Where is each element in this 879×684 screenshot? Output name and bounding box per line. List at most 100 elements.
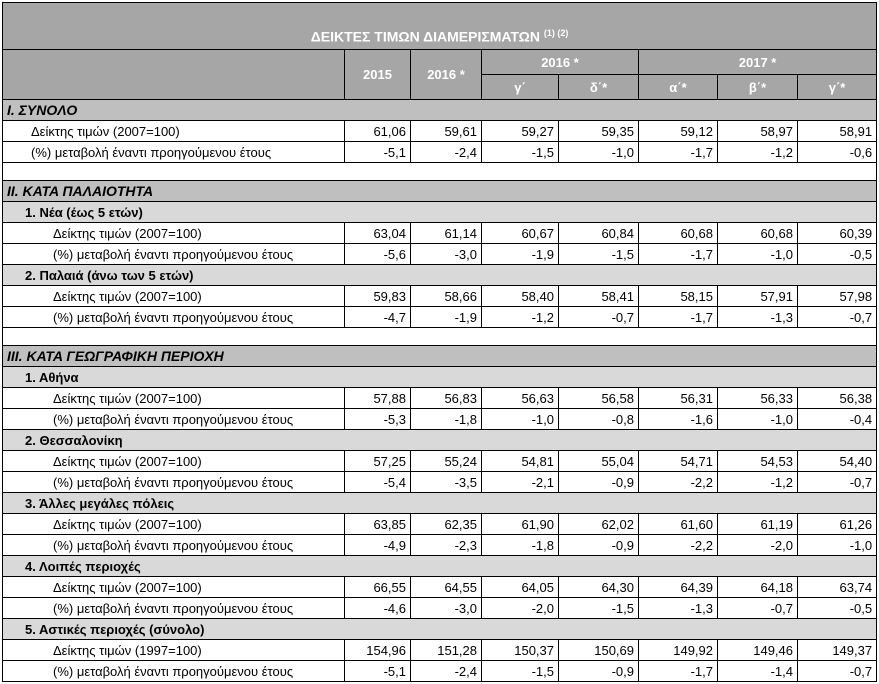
subsection-row: 1. Αθήνα	[1, 366, 878, 388]
year-header: 2015	[344, 49, 411, 100]
quarter-header: γ΄	[481, 74, 559, 100]
value-cell: -1,0	[796, 534, 878, 556]
row-label: Δείκτης τιμών (2007=100)	[2, 222, 345, 244]
data-row: Δείκτης τιμών (2007=100) 57,88 56,83 56,63 5…	[2, 387, 878, 409]
group-header: 2017 *	[637, 49, 878, 75]
value-cell: -0,8	[558, 408, 639, 430]
value-cell: -0,4	[796, 408, 878, 430]
data-row: Δείκτης τιμών (2007=100) 66,55 64,55 64,05 6…	[2, 576, 878, 598]
spacer	[1, 327, 878, 346]
value-cell: -1,5	[481, 660, 559, 682]
value-cell: 58,15	[638, 285, 718, 307]
value-cell: -0,5	[796, 243, 878, 265]
value-cell: -1,7	[638, 243, 718, 265]
value-cell: -4,9	[344, 534, 411, 556]
header-corner	[2, 49, 345, 100]
value-cell: 61,06	[344, 120, 411, 142]
subsection-title: 2. Παλαιά (άνω των 5 ετών)	[1, 264, 878, 286]
value-cell: 58,41	[558, 285, 639, 307]
value-cell: -2,4	[410, 141, 482, 163]
value-cell: 66,55	[344, 576, 411, 598]
value-cell: -0,9	[558, 534, 639, 556]
value-cell: -5,6	[344, 243, 411, 265]
subsection-row: 2. Θεσσαλονίκη	[1, 429, 878, 451]
section-title: I. ΣΥΝΟΛΟ	[1, 99, 878, 121]
quarter-header: α΄*	[638, 74, 718, 100]
value-cell: -5,1	[344, 141, 411, 163]
title: ΔΕΙΚΤΕΣ ΤΙΜΩΝ ΔΙΑΜΕΡΙΣΜΑΤΩΝ	[310, 29, 541, 45]
value-cell: -1,7	[638, 660, 718, 682]
value-cell: -1,5	[558, 243, 639, 265]
quarter-header: δ΄*	[558, 74, 639, 100]
row-label: (%) μεταβολή έναντι προηγούμενου έτους	[2, 597, 345, 619]
value-cell: 149,46	[717, 639, 798, 661]
data-row: Δείκτης τιμών (2007=100) 61,06 59,61 59,27 5…	[2, 120, 878, 142]
subsection-title: 1. Αθήνα	[1, 366, 878, 388]
value-cell: 64,05	[481, 576, 559, 598]
row-label: Δείκτης τιμών (2007=100)	[2, 120, 345, 142]
value-cell: 56,38	[796, 387, 878, 409]
subsection-row: 2. Παλαιά (άνω των 5 ετών)	[1, 264, 878, 286]
value-cell: 58,40	[481, 285, 559, 307]
value-cell: -4,6	[344, 597, 411, 619]
value-cell: 55,04	[558, 450, 639, 472]
value-cell: -1,0	[558, 141, 639, 163]
value-cell: 150,69	[558, 639, 639, 661]
row-label: Δείκτης τιμών (2007=100)	[2, 513, 345, 535]
subsection-title: 1. Νέα (έως 5 ετών)	[1, 201, 878, 223]
data-row: (%) μεταβολή έναντι προηγούμενου έτους -5…	[2, 471, 878, 493]
value-cell: -2,4	[410, 660, 482, 682]
value-cell: -1,2	[717, 471, 798, 493]
value-cell: -1,3	[638, 597, 718, 619]
subsection-title: 4. Λοιπές περιοχές	[1, 555, 878, 577]
spacer-row	[1, 327, 878, 346]
section-row: I. ΣΥΝΟΛΟ	[1, 99, 878, 121]
value-cell: -3,5	[410, 471, 482, 493]
value-cell: -1,5	[558, 597, 639, 619]
value-cell: -3,0	[410, 243, 482, 265]
value-cell: -1,7	[638, 306, 718, 328]
value-cell: -0,7	[796, 660, 878, 682]
value-cell: 64,30	[558, 576, 639, 598]
value-cell: 59,83	[344, 285, 411, 307]
value-cell: 59,35	[558, 120, 639, 142]
value-cell: 151,28	[410, 639, 482, 661]
row-label: Δείκτης τιμών (2007=100)	[2, 576, 345, 598]
value-cell: 64,39	[638, 576, 718, 598]
spacer	[1, 162, 878, 181]
data-row: Δείκτης τιμών (2007=100) 63,85 62,35 61,90 6…	[2, 513, 878, 535]
value-cell: -2,0	[481, 597, 559, 619]
data-row: Δείκτης τιμών (2007=100) 57,25 55,24 54,81 5…	[2, 450, 878, 472]
value-cell: 62,35	[410, 513, 482, 535]
value-cell: 60,67	[481, 222, 559, 244]
value-cell: 59,61	[410, 120, 482, 142]
value-cell: -4,7	[344, 306, 411, 328]
data-row: (%) μεταβολή έναντι προηγούμενου έτους -4…	[2, 597, 878, 619]
row-label: (%) μεταβολή έναντι προηγούμενου έτους	[2, 534, 345, 556]
spacer-row	[1, 162, 878, 181]
value-cell: -1,7	[638, 141, 718, 163]
value-cell: -0,5	[796, 597, 878, 619]
subsection-row: 4. Λοιπές περιοχές	[1, 555, 878, 577]
value-cell: 57,25	[344, 450, 411, 472]
data-row: Δείκτης τιμών (1997=100) 154,96 151,28 150,…	[2, 639, 878, 661]
value-cell: -0,7	[717, 597, 798, 619]
value-cell: -2,3	[410, 534, 482, 556]
value-cell: 61,90	[481, 513, 559, 535]
subsection-row: 1. Νέα (έως 5 ετών)	[1, 201, 878, 223]
value-cell: -1,9	[481, 243, 559, 265]
value-cell: 57,91	[717, 285, 798, 307]
header-row: 2015 2016 * 2016 * 2017 *	[2, 49, 878, 100]
value-cell: 60,84	[558, 222, 639, 244]
value-cell: -2,2	[638, 534, 718, 556]
quarter-header: β΄*	[717, 74, 798, 100]
value-cell: 57,98	[796, 285, 878, 307]
value-cell: -2,2	[638, 471, 718, 493]
data-row: (%) μεταβολή έναντι προηγούμενου έτους -4…	[2, 534, 878, 556]
value-cell: 61,60	[638, 513, 718, 535]
value-cell: -1,0	[717, 243, 798, 265]
title-cell: ΔΕΙΚΤΕΣ ΤΙΜΩΝ ΔΙΑΜΕΡΙΣΜΑΤΩΝ (1) (2)	[1, 2, 878, 50]
section-row: II. ΚΑΤΑ ΠΑΛΑΙΟΤΗΤΑ	[1, 180, 878, 202]
